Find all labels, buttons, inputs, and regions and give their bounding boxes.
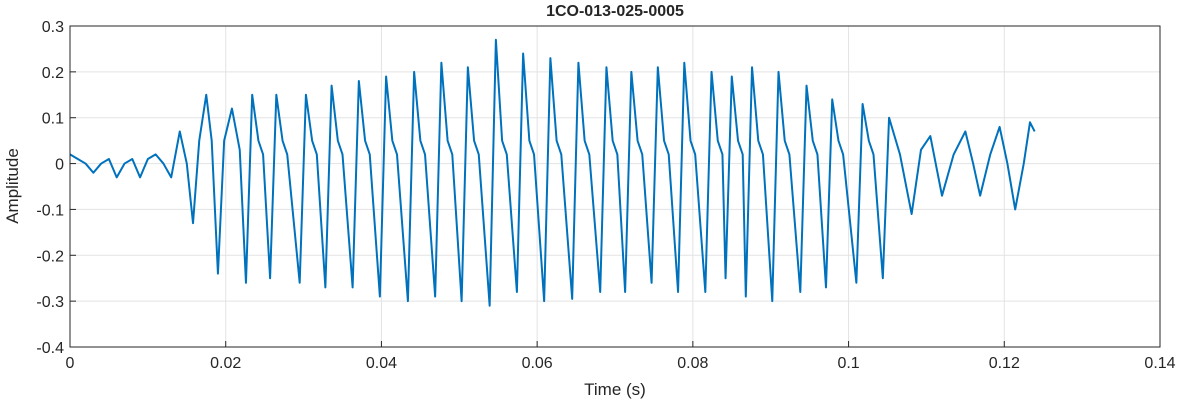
x-axis-label: Time (s)	[584, 380, 646, 399]
x-tick-label: 0	[66, 355, 75, 372]
y-tick-label: -0.2	[36, 248, 64, 265]
x-tick-label: 0.14	[1144, 355, 1175, 372]
x-tick-label: 0.02	[210, 355, 241, 372]
y-tick-label: 0.3	[42, 19, 64, 36]
chart-title: 1CO-013-025-0005	[546, 3, 684, 20]
y-tick-label: -0.1	[36, 202, 64, 219]
x-tick-label: 0.04	[366, 355, 397, 372]
x-tick-label: 0.12	[989, 355, 1020, 372]
x-tick-label: 0.1	[837, 355, 859, 372]
y-tick-label: 0.2	[42, 65, 64, 82]
x-tick-label: 0.08	[677, 355, 708, 372]
axes-box	[69, 25, 1161, 348]
y-tick-label: 0.1	[42, 111, 64, 128]
y-tick-label: 0	[55, 157, 64, 174]
y-tick-label: -0.3	[36, 294, 64, 311]
plot-area	[70, 26, 1160, 347]
x-tick-label: 0.06	[522, 355, 553, 372]
y-tick-label: -0.4	[36, 340, 64, 357]
waveform-line	[69, 38, 1036, 307]
y-axis-label: Amplitude	[3, 148, 22, 224]
